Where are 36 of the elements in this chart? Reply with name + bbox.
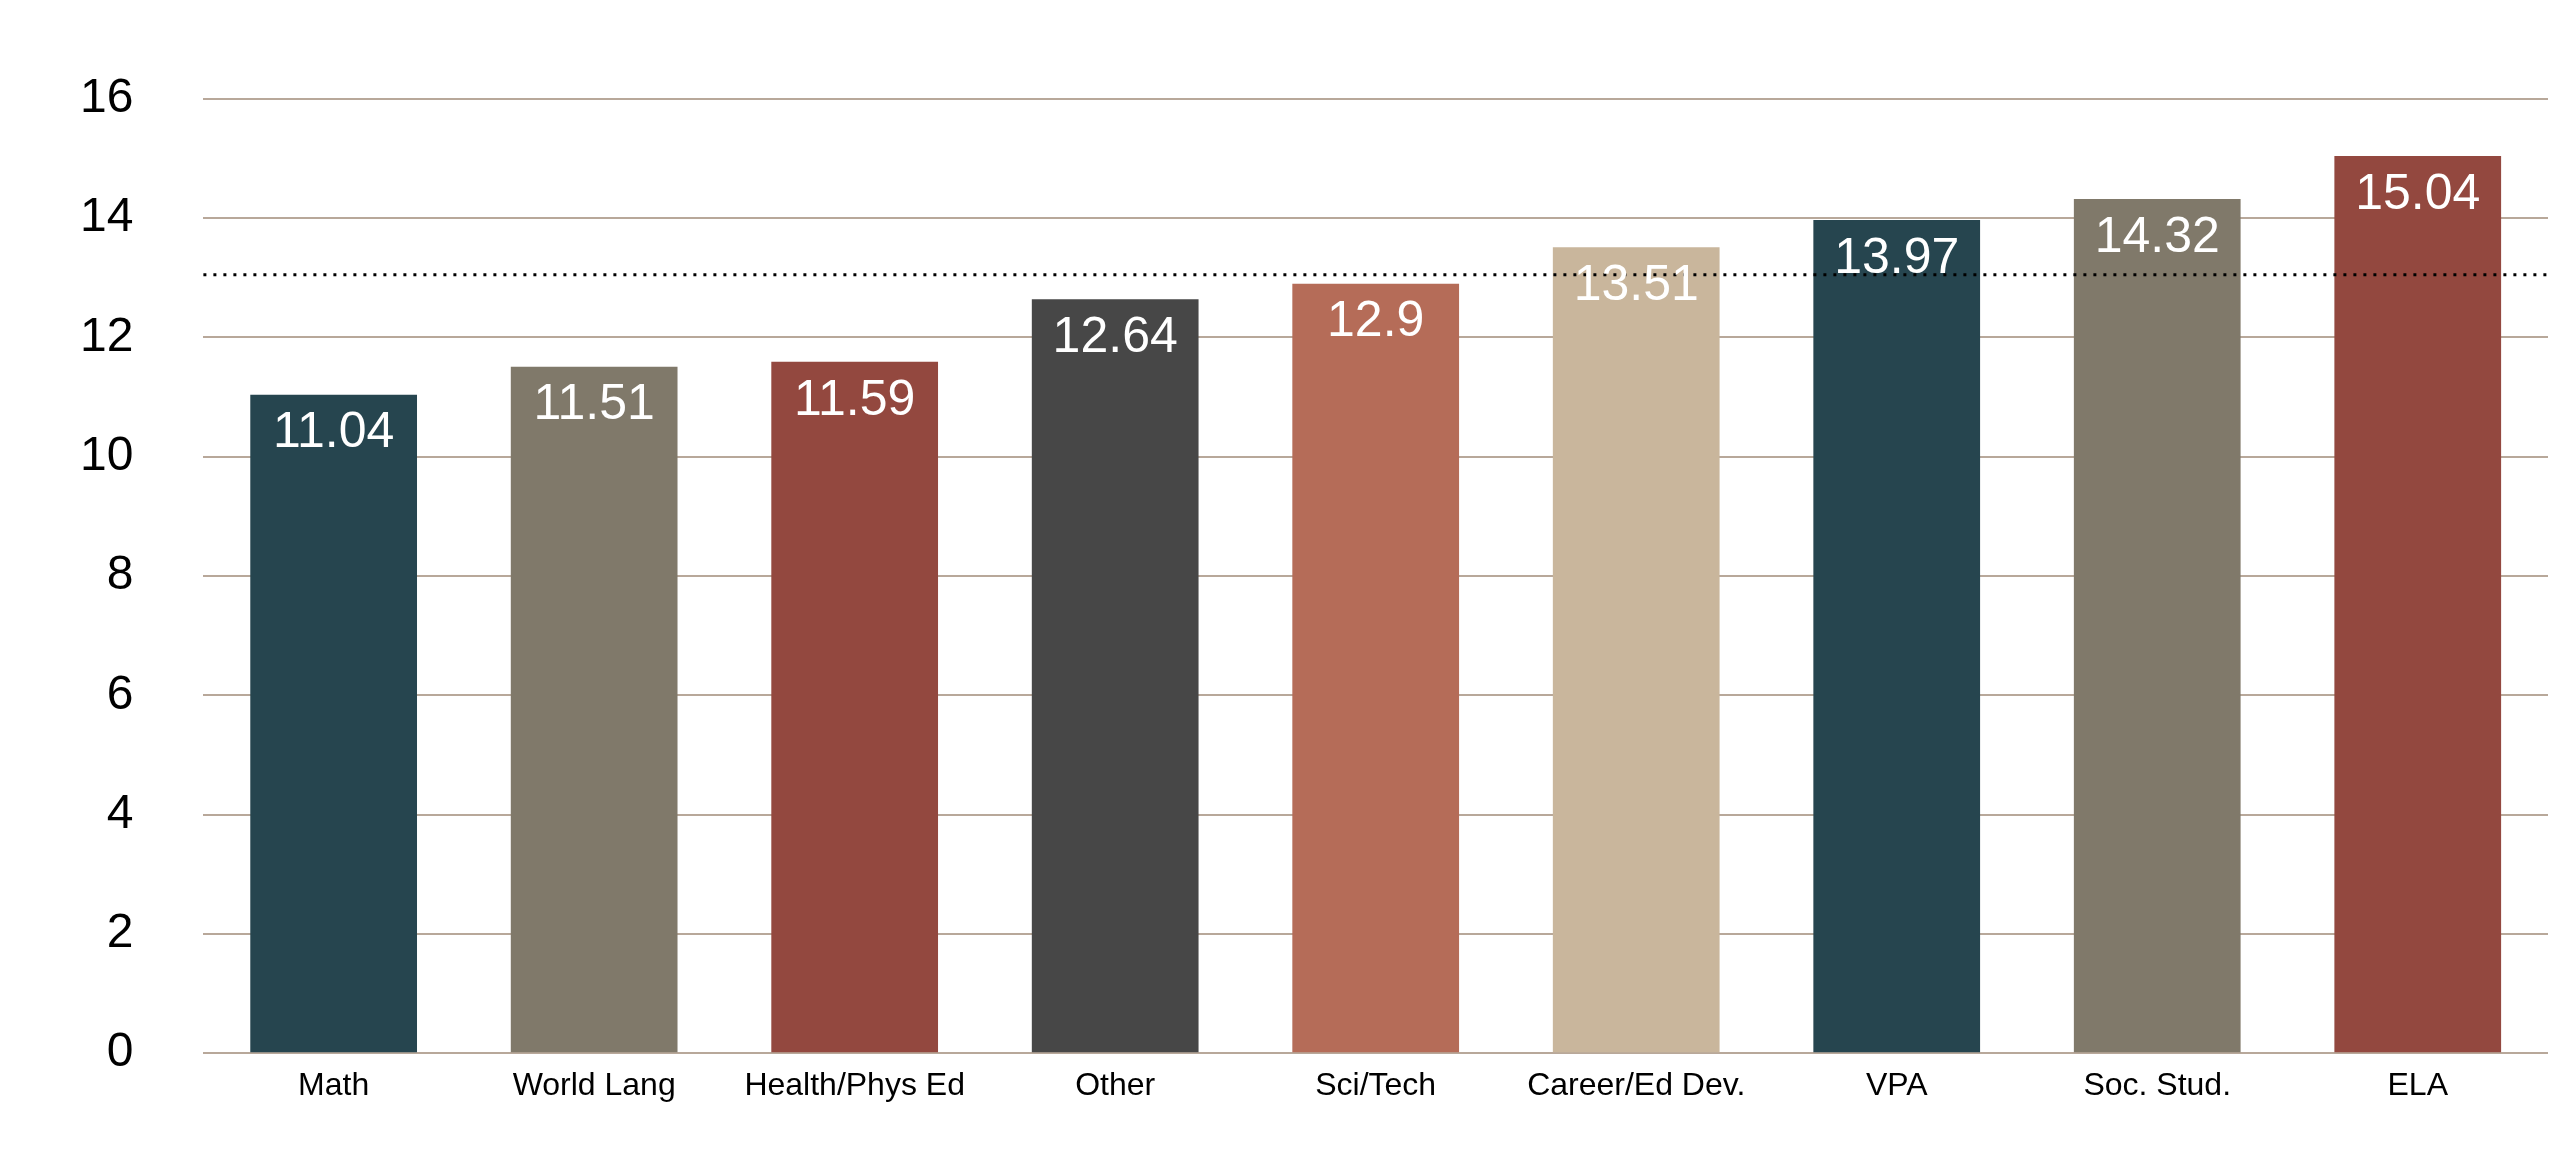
- x-tick-label: Career/Ed Dev.: [1527, 1066, 1746, 1103]
- data-label: 11.04: [272, 402, 395, 459]
- x-tick-label: World Lang: [512, 1066, 676, 1103]
- bar: [250, 394, 418, 1053]
- bar: [2334, 156, 2502, 1053]
- bar: [1552, 247, 1720, 1053]
- x-tick-label: ELA: [2387, 1066, 2449, 1103]
- data-label: 11.51: [533, 374, 655, 431]
- x-tick-label: Other: [1075, 1066, 1156, 1103]
- data-label: 12.9: [1327, 291, 1425, 348]
- y-tick-label: 16: [80, 69, 134, 123]
- y-tick-label: 14: [80, 188, 134, 242]
- bar: [510, 366, 678, 1053]
- x-tick-label: Soc. Stud.: [2083, 1066, 2232, 1103]
- bar: [1031, 299, 1199, 1053]
- y-tick-label: 4: [106, 784, 134, 838]
- y-tick-label: 8: [106, 546, 134, 600]
- y-tick-label: 10: [80, 426, 134, 480]
- data-label: 14.32: [2094, 206, 2220, 263]
- x-tick-label: Health/Phys Ed: [744, 1066, 965, 1103]
- data-label: 11.59: [793, 369, 916, 426]
- bar: [1813, 219, 1981, 1053]
- x-tick-label: Sci/Tech: [1315, 1066, 1437, 1103]
- data-label: 12.64: [1052, 307, 1178, 364]
- y-tick-label: 0: [106, 1023, 134, 1077]
- bar: [2073, 199, 2241, 1053]
- data-label: 13.97: [1834, 227, 1960, 284]
- y-tick-label: 2: [106, 904, 134, 958]
- y-tick-label: 12: [80, 307, 134, 361]
- x-tick-label: VPA: [1865, 1066, 1929, 1103]
- data-label: 13.51: [1573, 255, 1699, 312]
- y-tick-label: 6: [106, 665, 134, 719]
- bar: [771, 361, 939, 1053]
- x-tick-label: Math: [298, 1066, 370, 1103]
- bar: [1292, 283, 1460, 1053]
- data-label: 15.04: [2355, 163, 2481, 220]
